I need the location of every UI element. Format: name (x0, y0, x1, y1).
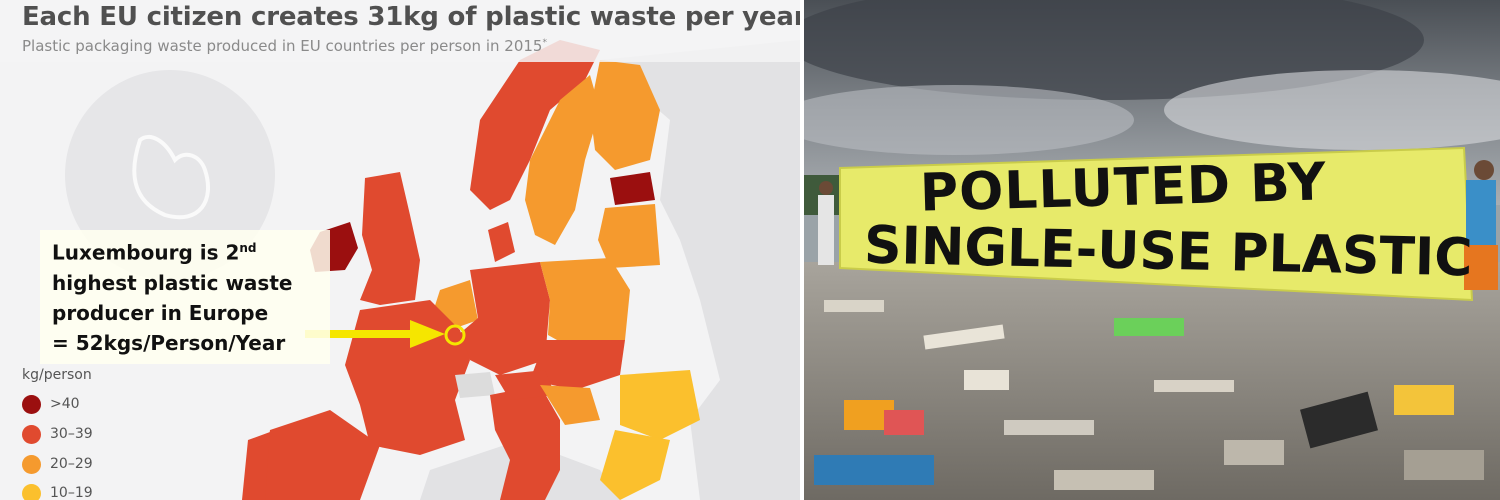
legend-swatch (22, 394, 41, 414)
map-region-central (530, 340, 625, 390)
panel-divider (800, 0, 804, 500)
infographic-subtitle: Plastic packaging waste produced in EU c… (22, 37, 547, 55)
map-region-norway (470, 40, 600, 210)
legend-item: >40 (22, 394, 80, 414)
banner-line-2: SINGLE-USE PLASTIC (863, 215, 1474, 289)
legend-swatch (22, 424, 41, 444)
non-eu-land (600, 40, 800, 500)
map-region-croatia (540, 385, 600, 425)
map-region-sweden (525, 75, 600, 245)
map-region-estonia (610, 172, 655, 205)
infographic-title: Each EU citizen creates 31kg of plastic … (22, 2, 800, 32)
map-region-finland (590, 60, 660, 170)
banner-line-1: POLLUTED BY (919, 152, 1328, 224)
legend-item: 30–39 (22, 424, 93, 444)
person-right (1466, 180, 1496, 250)
map-region-switzerland (455, 372, 495, 398)
legend-item: 20–29 (22, 454, 93, 474)
infographic-panel: Each EU citizen creates 31kg of plastic … (0, 0, 800, 500)
map-region-austria (495, 370, 555, 400)
legend-swatch (22, 483, 41, 500)
protest-photo: POLLUTED BY SINGLE-USE PLASTIC (804, 0, 1500, 500)
legend-item: 10–19 (22, 483, 93, 500)
map-region-bulgaria (600, 430, 670, 500)
legend-swatch (22, 454, 41, 474)
map-region-poland (540, 258, 630, 350)
map-region-romania (620, 370, 700, 440)
annotation-text: Luxembourg is 2nd highest plastic waste … (52, 240, 293, 355)
map-region-italy (490, 385, 560, 500)
trash-debris (814, 300, 1484, 490)
plastic-bag-watermark-icon (65, 70, 275, 280)
map-region-denmark (488, 222, 515, 262)
luxembourg-highlight-circle (444, 324, 466, 346)
annotation-arrow-head (410, 320, 445, 348)
map-region-france (345, 300, 470, 455)
map-region-portugal (242, 432, 270, 500)
annotation-box (40, 230, 330, 364)
protest-banner (839, 146, 1474, 302)
annotation-arrow-shaft (305, 330, 415, 338)
map-region-baltics (598, 204, 660, 268)
photo-scene (804, 0, 1500, 500)
legend-title: kg/person (22, 367, 92, 383)
europe-map (65, 40, 800, 500)
person-left (818, 195, 834, 265)
map-region-spain (260, 410, 380, 500)
map-region-germany (458, 262, 550, 375)
map-region-uk (360, 172, 420, 305)
